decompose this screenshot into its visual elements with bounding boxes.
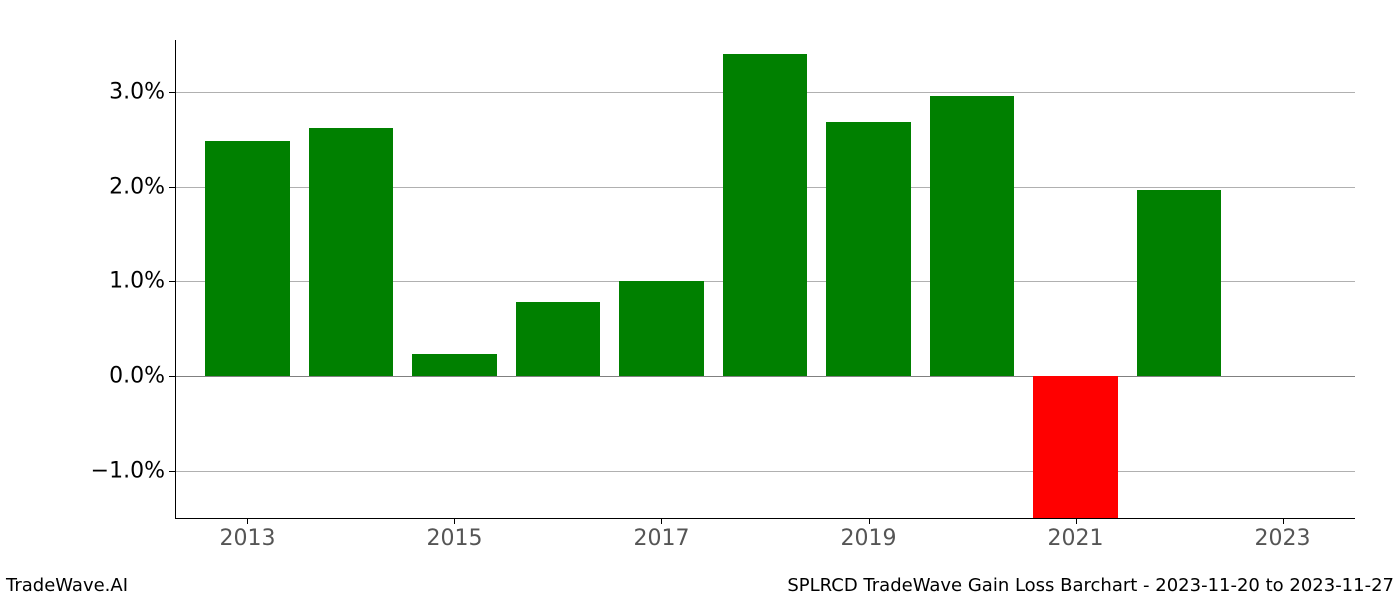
plot-area: −1.0%0.0%1.0%2.0%3.0%2013201520172019202… (175, 40, 1355, 518)
y-tick-label: 1.0% (109, 269, 175, 294)
x-tick-label: 2017 (633, 518, 689, 551)
footer-left-text: TradeWave.AI (6, 575, 128, 596)
bar-2016 (516, 302, 601, 376)
x-tick-label: 2021 (1048, 518, 1104, 551)
y-tick-label: 2.0% (109, 174, 175, 199)
x-tick-label: 2019 (841, 518, 897, 551)
zero-line (175, 376, 1355, 377)
bar-2017 (619, 281, 704, 376)
bar-2014 (309, 128, 394, 376)
bar-2021 (1033, 376, 1118, 518)
gridline (175, 471, 1355, 472)
x-tick-label: 2015 (426, 518, 482, 551)
y-tick-label: 0.0% (109, 364, 175, 389)
bar-2019 (826, 122, 911, 376)
x-tick-label: 2023 (1255, 518, 1311, 551)
bar-2022 (1137, 190, 1222, 376)
footer-right-text: SPLRCD TradeWave Gain Loss Barchart - 20… (787, 575, 1394, 596)
bar-2013 (205, 141, 290, 376)
bar-2018 (723, 54, 808, 376)
chart-container: −1.0% 0.0% 1.0% 2.0% 3.0% 2013 2015 2017 2019 202… (0, 0, 1400, 600)
bar-2020 (930, 96, 1015, 376)
y-axis-spine (175, 40, 176, 518)
x-axis-spine (175, 518, 1355, 519)
y-tick-label: 3.0% (109, 80, 175, 105)
x-tick-label: 2013 (219, 518, 275, 551)
bar-2015 (412, 354, 497, 376)
y-tick-label: −1.0% (91, 458, 175, 483)
